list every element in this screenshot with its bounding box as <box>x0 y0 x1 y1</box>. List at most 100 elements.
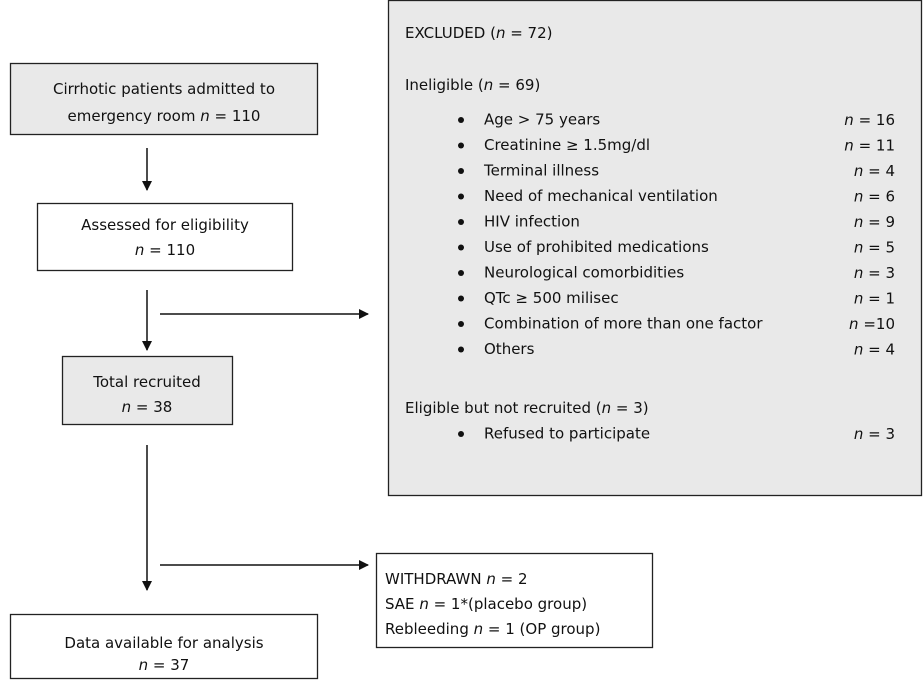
bullet <box>458 346 464 353</box>
item-label: Refused to participate <box>484 425 650 443</box>
text-run: n <box>474 620 484 638</box>
text-run: Cirrhotic patients admitted to <box>53 80 275 98</box>
item-count: n = 11 <box>844 136 895 154</box>
text-run: emergency room <box>68 107 201 125</box>
text-run: = 110 <box>210 107 261 125</box>
text-run: Total recruited <box>92 373 201 391</box>
node-label: Data available for analysis <box>64 634 263 652</box>
withdrawn-line: SAE n = 1*(placebo group) <box>385 595 587 613</box>
text-run: n <box>849 315 859 333</box>
node-label: Total recruited <box>92 373 201 391</box>
text-run: Assessed for eligibility <box>81 216 249 234</box>
text-run: n <box>200 107 210 125</box>
bullet <box>458 244 464 251</box>
item-label: Terminal illness <box>483 162 599 180</box>
item-count: n =10 <box>849 315 895 333</box>
item-count: n = 3 <box>854 264 895 282</box>
item-count: n = 1 <box>854 289 895 307</box>
text-run: = 3 <box>863 264 895 282</box>
item-label: Need of mechanical ventilation <box>484 187 718 205</box>
node-label: n = 37 <box>139 656 190 674</box>
text-run: n <box>602 399 612 417</box>
bullet <box>458 117 464 123</box>
item-label: Use of prohibited medications <box>484 238 709 256</box>
admitted-box <box>9 62 319 136</box>
text-run: n <box>484 76 494 94</box>
withdrawn-line: WITHDRAWN n = 2 <box>385 570 528 588</box>
text-run: = 4 <box>863 162 895 180</box>
bullet <box>458 431 464 437</box>
item-label: Combination of more than one factor <box>484 315 763 333</box>
text-run: n <box>122 398 132 416</box>
item-count: n = 6 <box>854 187 895 205</box>
text-run: WITHDRAWN <box>385 570 486 588</box>
text-run: = 6 <box>863 187 895 205</box>
text-run: = 72) <box>505 24 552 42</box>
excluded-title: EXCLUDED (n = 72) <box>405 24 553 42</box>
text-run: Eligible but not recruited ( <box>405 399 602 417</box>
bullet <box>458 193 464 200</box>
text-run: = 1 (OP group) <box>483 620 600 638</box>
group-heading: Ineligible (n = 69) <box>405 76 540 94</box>
node-label: n = 110 <box>135 241 195 259</box>
item-count: n = 5 <box>854 238 895 256</box>
text-run: n <box>854 162 864 180</box>
text-run: n <box>419 595 429 613</box>
item-count: n = 4 <box>854 340 895 358</box>
text-run: = 69) <box>493 76 540 94</box>
text-run: = 2 <box>496 570 528 588</box>
item-count: n = 16 <box>844 111 895 129</box>
item-label: HIV infection <box>484 213 580 231</box>
text-run: = 11 <box>854 136 895 154</box>
bullet <box>458 295 464 302</box>
item-count: n = 4 <box>854 162 895 180</box>
text-run: n <box>854 340 864 358</box>
text-run: = 38 <box>131 398 172 416</box>
text-run: n <box>844 111 854 129</box>
text-run: Ineligible ( <box>405 76 484 94</box>
item-label: Creatinine ≥ 1.5mg/dl <box>484 136 650 154</box>
excluded-box <box>387 0 923 497</box>
withdrawn-line: Rebleeding n = 1 (OP group) <box>385 620 600 638</box>
text-run: =10 <box>859 315 895 333</box>
text-run: Data available for analysis <box>64 634 263 652</box>
text-run: n <box>854 289 864 307</box>
item-label: Neurological comorbidities <box>484 264 684 282</box>
text-run: = 1*(placebo group) <box>429 595 587 613</box>
text-run: n <box>854 213 864 231</box>
text-run: Rebleeding <box>385 620 474 638</box>
text-run: n <box>496 24 506 42</box>
text-run: = 1 <box>863 289 895 307</box>
text-run: SAE <box>385 595 419 613</box>
text-run: = 4 <box>863 340 895 358</box>
text-run: EXCLUDED ( <box>405 24 496 42</box>
node-label: n = 38 <box>122 398 173 416</box>
text-run: = 3) <box>611 399 649 417</box>
recruited-box <box>61 355 234 426</box>
item-count: n = 9 <box>854 213 895 231</box>
text-run: n <box>854 425 864 443</box>
bullet <box>458 219 464 225</box>
text-run: n <box>135 241 145 259</box>
withdrawn-box <box>375 552 654 649</box>
group-heading: Eligible but not recruited (n = 3) <box>405 399 649 417</box>
node-label: Assessed for eligibility <box>81 216 249 234</box>
node-label: Cirrhotic patients admitted to <box>53 80 275 98</box>
text-run: n <box>139 656 149 674</box>
text-run: n <box>854 187 864 205</box>
assessed-box <box>36 202 294 272</box>
text-run: n <box>486 570 496 588</box>
bullet <box>458 142 464 149</box>
bullet <box>458 270 464 276</box>
text-run: = 16 <box>854 111 895 129</box>
text-run: = 3 <box>863 425 895 443</box>
text-run: n <box>844 136 854 154</box>
text-run: = 9 <box>863 213 895 231</box>
item-label: Age > 75 years <box>484 111 600 129</box>
text-run: n <box>854 264 864 282</box>
text-run: = 110 <box>144 241 195 259</box>
node-label: emergency room n = 110 <box>68 107 261 125</box>
analysis-box <box>9 613 319 680</box>
text-run: = 37 <box>148 656 189 674</box>
